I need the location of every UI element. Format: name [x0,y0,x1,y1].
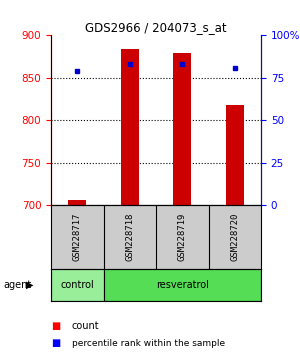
Bar [103,269,261,301]
Text: percentile rank within the sample: percentile rank within the sample [72,339,225,348]
Text: GSM228718: GSM228718 [125,213,134,261]
Text: ■: ■ [51,321,60,331]
Text: ■: ■ [51,338,60,348]
Text: agent: agent [3,280,31,290]
Text: count: count [72,321,100,331]
Bar [226,105,244,205]
Text: control: control [60,280,94,290]
Text: GSM228717: GSM228717 [73,213,82,261]
Bar [121,49,139,205]
Text: ▶: ▶ [26,280,33,290]
Text: GSM228720: GSM228720 [230,213,239,261]
Text: resveratrol: resveratrol [156,280,209,290]
Title: GDS2966 / 204073_s_at: GDS2966 / 204073_s_at [85,21,227,34]
Bar [173,53,191,205]
Bar [68,200,86,205]
Bar [51,269,104,301]
Text: GSM228719: GSM228719 [178,213,187,261]
